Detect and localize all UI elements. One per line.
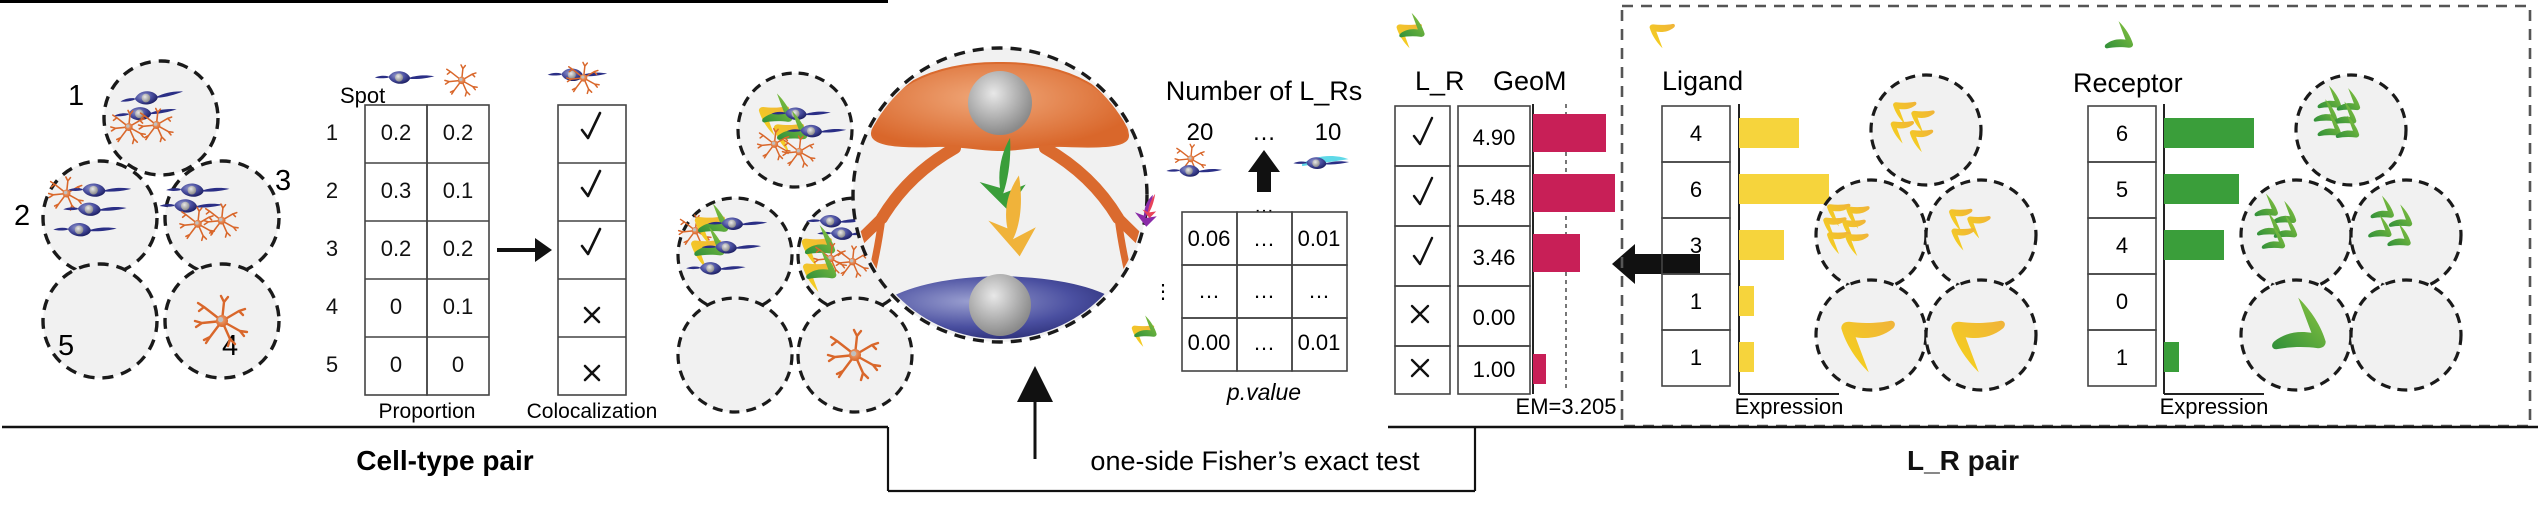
- svg-text:4.90: 4.90: [1473, 125, 1516, 150]
- svg-text:4: 4: [326, 294, 338, 319]
- svg-text:0.2: 0.2: [381, 236, 412, 261]
- svg-text:Ligand: Ligand: [1662, 66, 1743, 96]
- svg-text:…: …: [1198, 278, 1220, 303]
- svg-text:0.01: 0.01: [1298, 330, 1341, 355]
- svg-text:1: 1: [326, 120, 338, 145]
- svg-text:6: 6: [2116, 121, 2128, 146]
- svg-text:5: 5: [58, 330, 74, 362]
- svg-text:Receptor: Receptor: [2073, 68, 2183, 98]
- svg-text:0.00: 0.00: [1473, 305, 1516, 330]
- svg-text:2: 2: [326, 178, 338, 203]
- svg-text:0.00: 0.00: [1188, 330, 1231, 355]
- svg-text:…: …: [1254, 195, 1274, 217]
- svg-text:10: 10: [1315, 119, 1342, 146]
- svg-text:…: …: [1253, 226, 1275, 251]
- svg-text:5: 5: [326, 352, 338, 377]
- svg-text:4: 4: [222, 330, 238, 362]
- svg-text:3: 3: [326, 236, 338, 261]
- svg-text:…: …: [1253, 330, 1275, 355]
- svg-text:0.3: 0.3: [381, 178, 412, 203]
- svg-text:0.06: 0.06: [1188, 226, 1231, 251]
- svg-text:3: 3: [275, 165, 291, 197]
- svg-text:0.2: 0.2: [381, 120, 412, 145]
- svg-text:Cell-type pair: Cell-type pair: [356, 445, 533, 476]
- svg-text:3: 3: [1690, 233, 1702, 258]
- svg-text:one-side Fisher’s exact test: one-side Fisher’s exact test: [1090, 446, 1420, 476]
- svg-text:1: 1: [1690, 289, 1702, 314]
- svg-text:⋮: ⋮: [1153, 281, 1173, 303]
- svg-text:0.1: 0.1: [443, 178, 474, 203]
- svg-text:p.value: p.value: [1226, 379, 1301, 405]
- svg-text:…: …: [1252, 119, 1276, 146]
- svg-text:0.1: 0.1: [443, 294, 474, 319]
- svg-text:3.46: 3.46: [1473, 245, 1516, 270]
- svg-text:4: 4: [1690, 121, 1702, 146]
- svg-text:Expression: Expression: [1735, 394, 1844, 419]
- svg-text:Number of L_Rs: Number of L_Rs: [1166, 76, 1363, 106]
- svg-text:0: 0: [390, 294, 402, 319]
- svg-text:20: 20: [1187, 119, 1214, 146]
- svg-text:0: 0: [452, 352, 464, 377]
- svg-text:0.01: 0.01: [1298, 226, 1341, 251]
- svg-text:Expression: Expression: [2160, 394, 2269, 419]
- svg-text:GeoM: GeoM: [1493, 66, 1567, 96]
- svg-text:2: 2: [14, 200, 30, 232]
- svg-text:…: …: [1253, 278, 1275, 303]
- svg-text:0.2: 0.2: [443, 236, 474, 261]
- svg-text:1: 1: [68, 80, 84, 112]
- svg-text:0: 0: [2116, 289, 2128, 314]
- svg-text:1.00: 1.00: [1473, 357, 1516, 382]
- svg-text:Proportion: Proportion: [379, 400, 476, 423]
- svg-text:1: 1: [1690, 345, 1702, 370]
- svg-text:6: 6: [1690, 177, 1702, 202]
- svg-text:5: 5: [2116, 177, 2128, 202]
- svg-text:0.2: 0.2: [443, 120, 474, 145]
- svg-text:Colocalization: Colocalization: [527, 400, 658, 423]
- svg-text:0: 0: [390, 352, 402, 377]
- svg-text:L_R: L_R: [1415, 66, 1465, 96]
- svg-text:…: …: [1308, 278, 1330, 303]
- svg-text:5.48: 5.48: [1473, 185, 1516, 210]
- svg-text:1: 1: [2116, 345, 2128, 370]
- svg-text:4: 4: [2116, 233, 2128, 258]
- svg-text:EM=3.205: EM=3.205: [1516, 394, 1617, 419]
- svg-text:L_R pair: L_R pair: [1907, 445, 2019, 476]
